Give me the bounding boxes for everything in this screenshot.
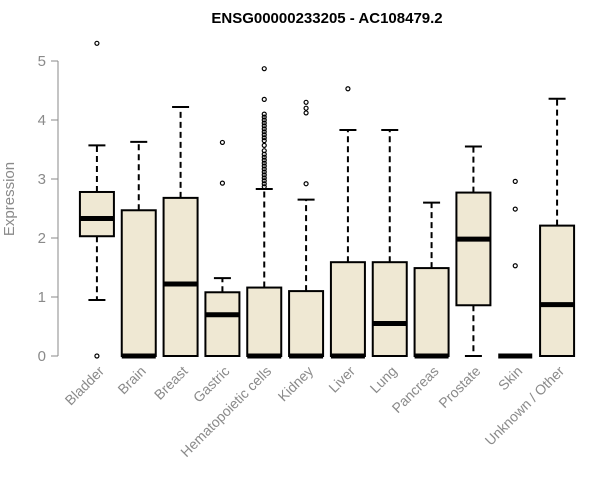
box bbox=[120, 209, 157, 357]
outlier-point bbox=[261, 66, 267, 72]
outlier-point bbox=[219, 139, 226, 146]
outlier-point bbox=[261, 96, 267, 102]
outlier-point bbox=[261, 111, 267, 117]
outlier-point bbox=[512, 206, 518, 212]
outlier-point bbox=[261, 175, 267, 181]
outlier-point bbox=[261, 178, 267, 184]
box-group-lung bbox=[371, 129, 408, 357]
box-group-kidney bbox=[288, 99, 325, 359]
y-tick-label: 4 bbox=[38, 112, 46, 129]
outlier-point bbox=[512, 263, 518, 269]
y-tick-label: 5 bbox=[38, 53, 46, 70]
outlier-point bbox=[261, 132, 267, 138]
outlier-point bbox=[345, 86, 351, 92]
outlier-point bbox=[261, 138, 267, 144]
y-axis: 0 1 2 3 4 5 bbox=[38, 53, 59, 365]
outlier-point bbox=[261, 142, 267, 148]
box-group-pancreas bbox=[413, 201, 450, 359]
x-tick-label: Bladder bbox=[62, 363, 108, 409]
y-tick-label: 0 bbox=[38, 348, 46, 365]
x-tick-label: Unknown / Other bbox=[482, 363, 568, 449]
box-group-unknown-other bbox=[539, 97, 576, 357]
box bbox=[204, 291, 241, 357]
outlier-point bbox=[261, 184, 267, 190]
outlier-point bbox=[261, 151, 267, 157]
outlier-point bbox=[261, 166, 267, 172]
outlier-point bbox=[261, 114, 267, 120]
y-tick-label: 3 bbox=[38, 171, 46, 188]
x-tick-label: Breast bbox=[151, 363, 191, 403]
outlier-point bbox=[261, 129, 267, 135]
box bbox=[371, 261, 408, 357]
box bbox=[162, 196, 199, 357]
y-tick-label: 2 bbox=[38, 230, 46, 247]
outlier-point bbox=[261, 126, 267, 132]
outlier-point bbox=[219, 180, 226, 186]
outlier-point bbox=[261, 123, 267, 129]
x-tick-label: Lung bbox=[367, 363, 400, 396]
outlier-point bbox=[303, 181, 309, 187]
y-axis-label: Expression bbox=[1, 162, 18, 236]
x-tick-label: Brain bbox=[114, 363, 148, 397]
outlier-point bbox=[261, 157, 267, 163]
box-group-breast bbox=[162, 106, 199, 357]
box bbox=[78, 190, 115, 238]
box bbox=[413, 267, 450, 357]
box bbox=[288, 290, 325, 358]
box bbox=[539, 224, 576, 357]
box-group-bladder bbox=[78, 40, 115, 359]
box-group-gastric bbox=[204, 139, 241, 357]
outlier-point bbox=[261, 163, 267, 169]
outlier-point bbox=[303, 99, 309, 105]
box-group-skin bbox=[498, 178, 533, 359]
box bbox=[455, 191, 492, 307]
box-group-brain bbox=[120, 140, 157, 359]
box bbox=[246, 286, 283, 357]
chart-title: ENSG00000233205 - AC108479.2 bbox=[211, 10, 442, 27]
outlier-point bbox=[261, 117, 267, 123]
x-tick-label: Prostate bbox=[435, 363, 483, 411]
x-tick-label: Liver bbox=[325, 363, 358, 396]
box-group-hematopoietic-cells bbox=[246, 66, 283, 359]
outlier-point bbox=[261, 169, 267, 175]
boxes-layer bbox=[78, 40, 576, 359]
outlier-point bbox=[303, 105, 309, 111]
x-tick-label: Pancreas bbox=[389, 363, 442, 416]
x-tick-label: Skin bbox=[495, 363, 526, 394]
y-tick-label: 1 bbox=[38, 289, 46, 306]
outlier-point bbox=[261, 154, 267, 160]
outlier-point bbox=[94, 40, 100, 46]
box-group-liver bbox=[329, 86, 366, 359]
outlier-point bbox=[261, 160, 267, 166]
box bbox=[329, 261, 366, 357]
outlier-point bbox=[261, 120, 267, 126]
outlier-point bbox=[303, 110, 309, 116]
outlier-point bbox=[94, 353, 100, 359]
x-tick-label: Kidney bbox=[275, 363, 317, 405]
outlier-point bbox=[261, 181, 267, 187]
outlier-point bbox=[261, 172, 267, 178]
outlier-point bbox=[512, 178, 518, 184]
outlier-point bbox=[261, 135, 267, 141]
box-group-prostate bbox=[455, 145, 492, 357]
